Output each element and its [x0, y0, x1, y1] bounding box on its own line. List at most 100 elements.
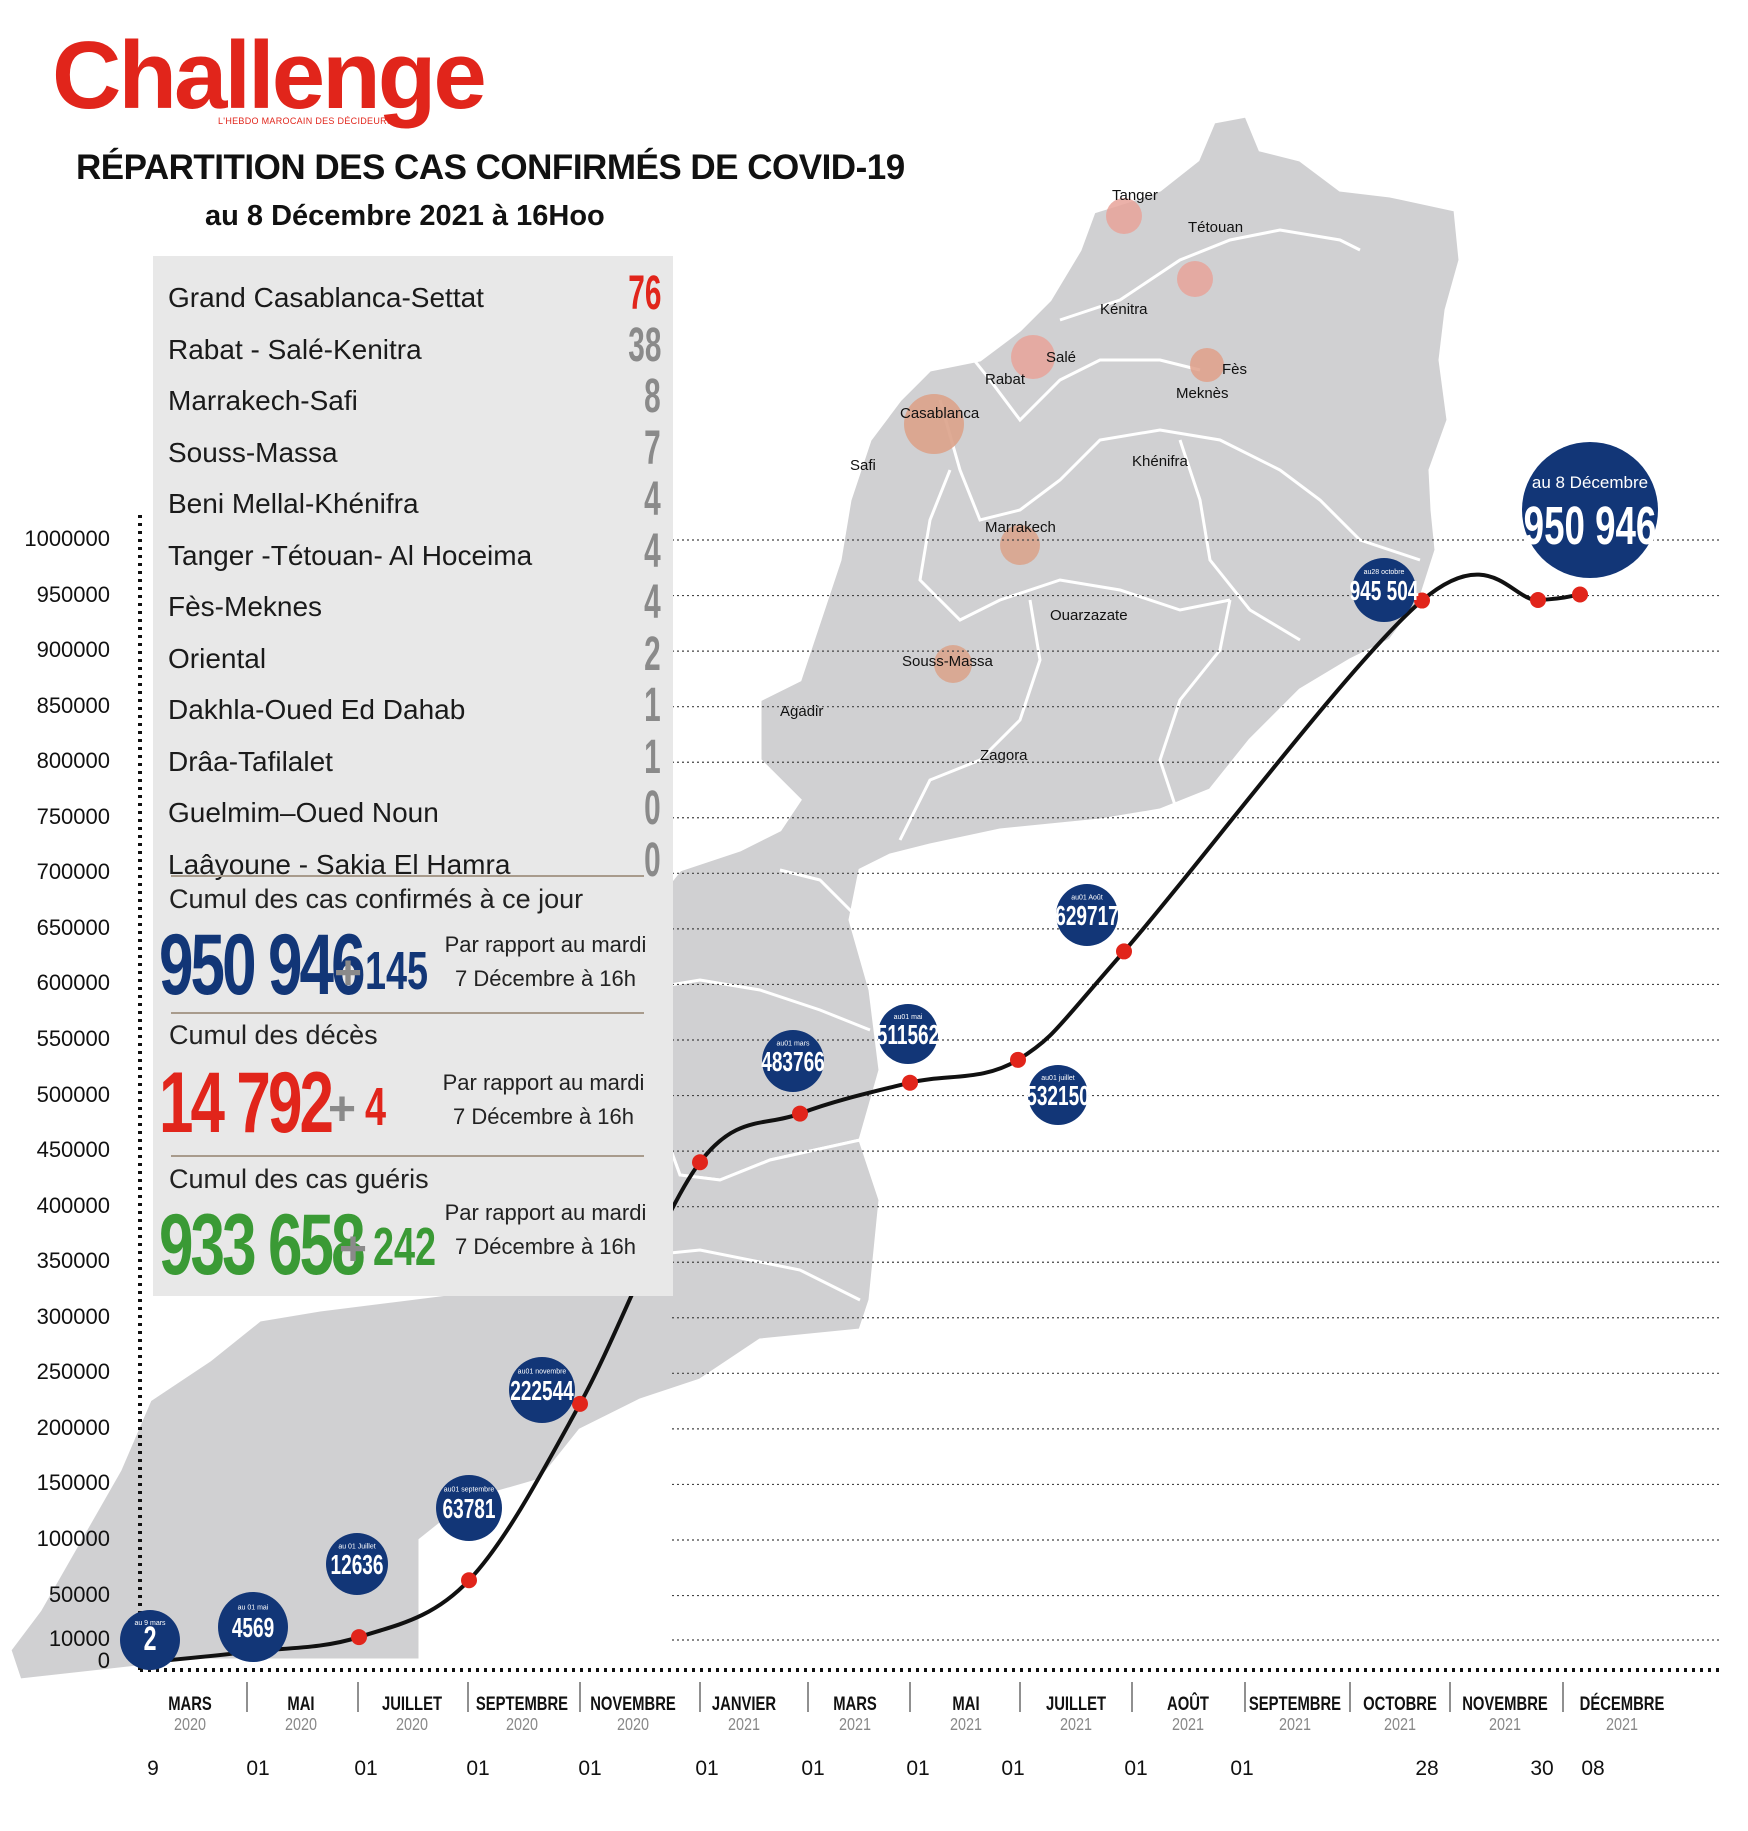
x-month-label: SEPTEMBRE: [476, 1693, 568, 1714]
data-point: [1530, 592, 1546, 608]
data-point: [351, 1629, 367, 1646]
y-tick-label: 900000: [36, 637, 110, 663]
x-year-label: 2020: [506, 1715, 538, 1735]
x-year-label: 2021: [1060, 1715, 1092, 1735]
city-bubble-tetouan: [1177, 261, 1213, 297]
bubble-value: 629717: [1055, 900, 1119, 932]
city-labels: Tanger Tétouan Kénitra Salé Rabat Fès Meknès Ca…: [780, 187, 1247, 764]
data-point: [692, 1154, 708, 1171]
region-value: 38: [627, 318, 661, 372]
cumul-confirmes-note: Par rapport au mardi 7 Décembre à 16h: [443, 928, 648, 996]
city-label: Rabat: [985, 371, 1026, 388]
city-bubble-casablanca: [904, 394, 964, 454]
city-bubbles: [904, 198, 1224, 683]
region-value: 0: [644, 782, 661, 835]
x-day-tick: 08: [1581, 1757, 1604, 1780]
city-bubble-marrakech: [1000, 525, 1040, 565]
value-bubble: [1056, 884, 1118, 946]
bubble-value: 2: [144, 1621, 157, 1658]
x-year-label: 2020: [396, 1715, 428, 1735]
bubble-value: 950 946: [1524, 495, 1657, 556]
value-bubble: [878, 1004, 938, 1064]
cumul-gueris-note: Par rapport au mardi 7 Décembre à 16h: [443, 1196, 648, 1264]
cumul-deces-plus: +: [328, 1083, 357, 1136]
map-north: [618, 114, 1462, 1182]
x-year-label: 2020: [617, 1715, 649, 1735]
x-month-label: AOÛT: [1167, 1693, 1209, 1714]
x-year-label: 2021: [1384, 1715, 1416, 1735]
bubble-value: 4569: [232, 1612, 274, 1644]
bubble-caption: au01 Août: [1071, 895, 1103, 902]
region-name: Fès-Meknes: [168, 591, 323, 622]
y-tick-label: 400000: [36, 1192, 110, 1218]
value-bubble: [1028, 1065, 1088, 1125]
cumul-deces-note: Par rapport au mardi 7 Décembre à 16h: [441, 1066, 646, 1134]
note-line-1: Par rapport au mardi: [444, 1200, 647, 1225]
data-point: [1414, 592, 1430, 609]
brand-tagline: L'HEBDO MAROCAIN DES DÉCIDEURS: [218, 116, 394, 126]
x-month-label: MAI: [952, 1693, 979, 1714]
value-bubble: [509, 1357, 575, 1423]
x-month-label: MARS: [168, 1693, 212, 1714]
y-tick-label: 950000: [36, 581, 110, 607]
city-label: Ouarzazate: [1050, 607, 1128, 624]
y-tick-label: 250000: [36, 1359, 110, 1385]
x-month-label: NOVEMBRE: [1462, 1693, 1548, 1714]
x-month-label: JUILLET: [1046, 1693, 1107, 1714]
city-label: Fès: [1222, 361, 1247, 378]
x-year-label: 2021: [1606, 1715, 1638, 1735]
region-value: 8: [644, 370, 661, 423]
note-line-2: 7 Décembre à 16h: [455, 1234, 636, 1259]
x-year-label: 2020: [285, 1715, 317, 1735]
bubble-caption: au 8 Décembre: [1532, 473, 1648, 492]
city-label: Agadir: [780, 703, 823, 720]
region-name: Dakhla-Oued Ed Dahab: [168, 694, 466, 725]
x-month-label: SEPTEMBRE: [1249, 1693, 1341, 1714]
value-bubble: [436, 1475, 502, 1541]
region-value: 2: [644, 627, 661, 681]
y-tick-label: 300000: [36, 1303, 110, 1329]
x-year-label: 2020: [174, 1715, 206, 1735]
x-day-tick: 01: [906, 1757, 929, 1780]
y-tick-label: 450000: [36, 1137, 110, 1163]
y-tick-label: 100000: [36, 1526, 110, 1551]
bubble-value: 222544: [510, 1375, 574, 1407]
region-name: Drâa-Tafilalet: [168, 745, 333, 777]
y-tick-label: 200000: [36, 1414, 110, 1440]
data-point: [572, 1395, 588, 1412]
cumul-gueris-value: 933 658: [159, 1197, 366, 1293]
cumul-gueris-plus: +: [339, 1223, 368, 1276]
x-day-tick: 01: [1001, 1757, 1024, 1780]
bubble-value: 532150: [1026, 1080, 1090, 1112]
chart-axes: MARS2020MAI2020JUILLET2020SEPTEMBRE2020N…: [138, 515, 1722, 1780]
region-name: Rabat - Salé-Kenitra: [168, 333, 422, 365]
city-label: Marrakech: [985, 519, 1056, 536]
cumul-confirmes-delta: 145: [365, 941, 429, 1001]
region-name: Souss-Massa: [168, 436, 338, 468]
city-label: Salé: [1046, 349, 1076, 366]
x-day-tick: 01: [354, 1757, 377, 1780]
brand-logo: Challenge: [52, 22, 487, 129]
bubble-value: 12636: [331, 1549, 384, 1581]
region-value: 4: [644, 524, 661, 578]
y-tick-label: 550000: [36, 1026, 110, 1051]
value-bubble: [1352, 558, 1416, 622]
x-day-tick: 01: [466, 1757, 489, 1780]
y-tick-label: 600000: [36, 970, 110, 996]
x-day-tick: 01: [1124, 1757, 1147, 1780]
page-title: RÉPARTITION DES CAS CONFIRMÉS DE COVID-1…: [76, 148, 905, 187]
data-point: [1572, 586, 1588, 603]
x-day-tick: 01: [695, 1757, 718, 1780]
city-label: Khénifra: [1132, 453, 1189, 470]
y-tick-label: 150000: [36, 1470, 110, 1496]
city-label: Tétouan: [1188, 219, 1243, 236]
city-label: Casablanca: [900, 405, 980, 422]
region-name: Marrakech-Safi: [168, 385, 358, 416]
region-name: Laâyoune - Sakia El Hamra: [168, 848, 511, 880]
y-tick-label: 0: [97, 1648, 110, 1673]
y-tick-label: 800000: [36, 748, 110, 774]
bubble-caption: au 01 mai: [238, 1605, 269, 1612]
value-bubble: [1522, 442, 1658, 578]
note-line-1: Par rapport au mardi: [442, 1070, 645, 1095]
